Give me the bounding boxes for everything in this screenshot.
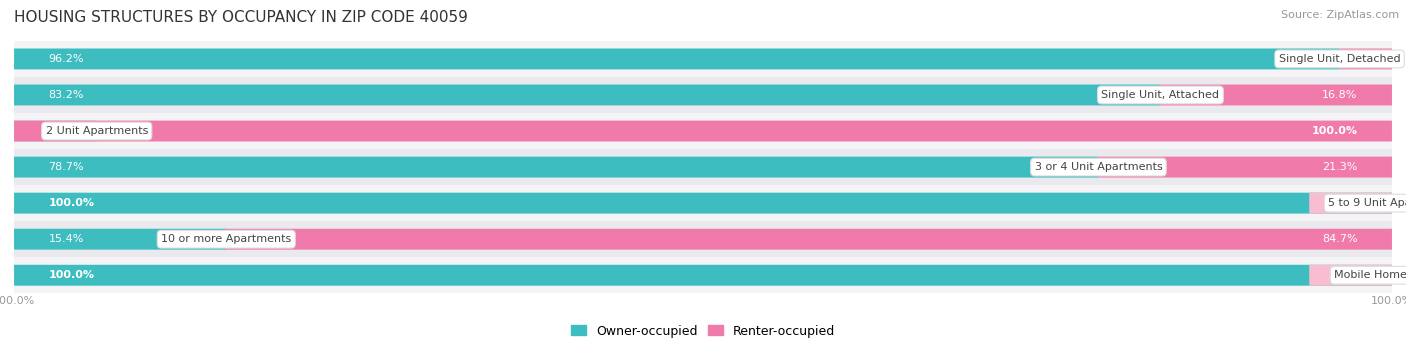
- Text: 2 Unit Apartments: 2 Unit Apartments: [45, 126, 148, 136]
- Bar: [14, 229, 226, 250]
- Text: 96.2%: 96.2%: [48, 54, 84, 64]
- Text: 84.7%: 84.7%: [1322, 234, 1358, 244]
- Text: 21.3%: 21.3%: [1322, 162, 1358, 172]
- Bar: [14, 265, 1392, 286]
- Bar: [1098, 157, 1392, 178]
- Bar: [14, 149, 1392, 185]
- Text: Single Unit, Detached: Single Unit, Detached: [1279, 54, 1400, 64]
- Bar: [14, 157, 1098, 178]
- Bar: [14, 85, 1160, 105]
- Bar: [1340, 48, 1392, 70]
- Bar: [14, 41, 1392, 77]
- Text: HOUSING STRUCTURES BY OCCUPANCY IN ZIP CODE 40059: HOUSING STRUCTURES BY OCCUPANCY IN ZIP C…: [14, 10, 468, 25]
- Bar: [1309, 265, 1392, 286]
- Bar: [14, 121, 1392, 142]
- Bar: [14, 185, 1392, 221]
- Text: 10 or more Apartments: 10 or more Apartments: [162, 234, 291, 244]
- Bar: [14, 77, 1392, 113]
- Text: 100.0%: 100.0%: [48, 198, 94, 208]
- Text: Source: ZipAtlas.com: Source: ZipAtlas.com: [1281, 10, 1399, 20]
- Text: 100.0%: 100.0%: [48, 270, 94, 280]
- Bar: [1309, 193, 1392, 213]
- Text: 3 or 4 Unit Apartments: 3 or 4 Unit Apartments: [1035, 162, 1163, 172]
- Bar: [14, 113, 1392, 149]
- Text: Mobile Home / Other: Mobile Home / Other: [1334, 270, 1406, 280]
- Bar: [14, 257, 1392, 293]
- Bar: [225, 229, 1392, 250]
- Legend: Owner-occupied, Renter-occupied: Owner-occupied, Renter-occupied: [567, 320, 839, 341]
- Text: 83.2%: 83.2%: [48, 90, 84, 100]
- Bar: [14, 221, 1392, 257]
- Text: Single Unit, Attached: Single Unit, Attached: [1101, 90, 1219, 100]
- Bar: [1160, 85, 1392, 105]
- Text: 100.0%: 100.0%: [1312, 126, 1358, 136]
- Text: 15.4%: 15.4%: [48, 234, 84, 244]
- Bar: [14, 121, 97, 142]
- Text: 5 to 9 Unit Apartments: 5 to 9 Unit Apartments: [1329, 198, 1406, 208]
- Text: 16.8%: 16.8%: [1322, 90, 1358, 100]
- Bar: [14, 193, 1392, 213]
- Bar: [14, 48, 1340, 70]
- Text: 78.7%: 78.7%: [48, 162, 84, 172]
